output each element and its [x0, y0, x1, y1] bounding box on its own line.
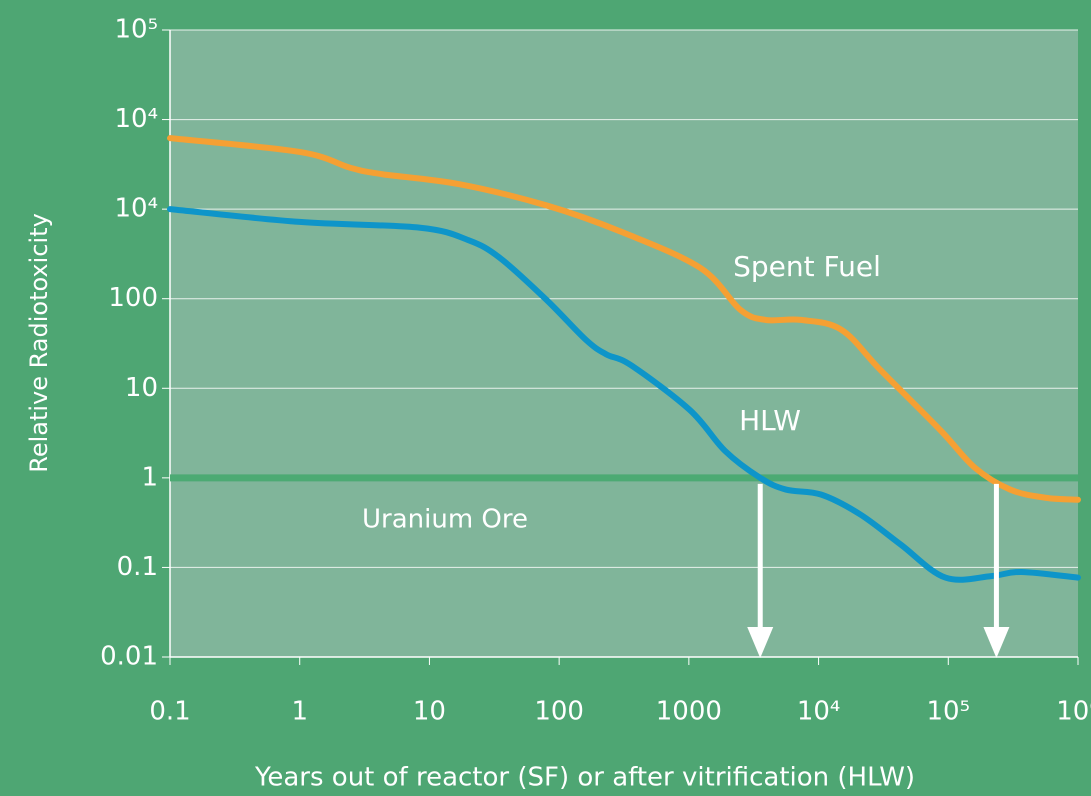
- x-tick-label: 10: [413, 697, 446, 727]
- y-tick-label: 10⁴: [114, 194, 158, 224]
- series-line: [167, 206, 1081, 583]
- x-axis-label: Years out of reactor (SF) or after vitri…: [254, 763, 915, 793]
- y-tick-label: 10: [125, 373, 158, 403]
- arrow-head: [747, 627, 774, 658]
- y-tick-label: 100: [108, 283, 158, 313]
- y-tick-label: 1: [141, 462, 158, 492]
- x-tick-label: 10⁴: [797, 697, 841, 727]
- x-tick-label: 1000: [656, 697, 722, 727]
- x-tick-label: 1: [291, 697, 308, 727]
- x-tick-label: 100: [534, 697, 584, 727]
- arrow-head: [983, 627, 1010, 658]
- plot-area: [170, 30, 1078, 657]
- y-tick-label: 10⁴: [114, 104, 158, 134]
- y-tick-label: 10⁵: [114, 15, 158, 45]
- y-axis-label: Relative Radiotoxicity: [25, 213, 53, 473]
- x-tick-label: 10⁶: [1056, 697, 1091, 727]
- y-tick-label: 0.01: [100, 642, 158, 672]
- x-tick-label: 10⁵: [927, 697, 971, 727]
- series-label: Spent Fuel: [733, 250, 881, 283]
- x-tick-label: 0.1: [149, 697, 190, 727]
- reference-label: Uranium Ore: [362, 504, 528, 534]
- series-label: HLW: [739, 404, 801, 437]
- y-tick-label: 0.1: [117, 552, 158, 582]
- series-line: [167, 135, 1081, 503]
